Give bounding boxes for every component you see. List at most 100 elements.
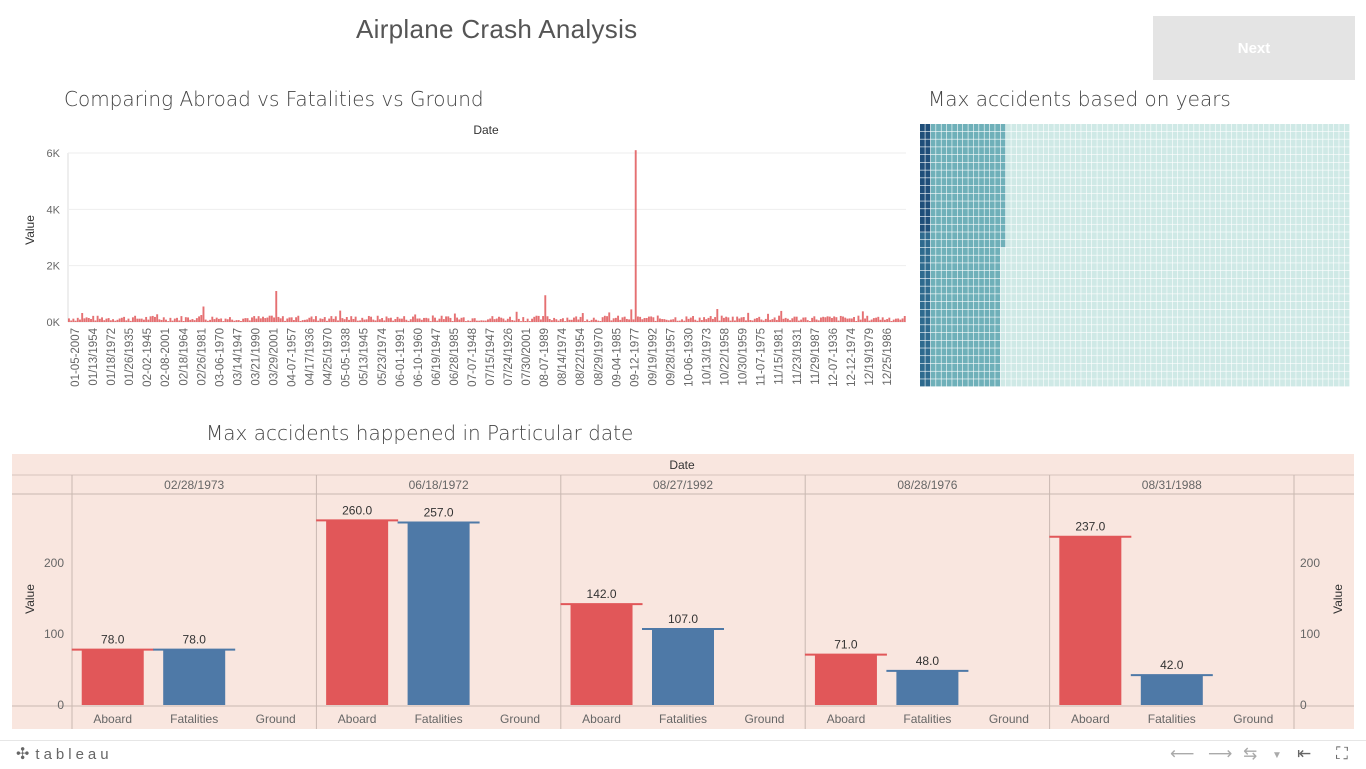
heatmap-cell[interactable] [1151, 154, 1156, 163]
timeline-bar[interactable] [539, 319, 542, 322]
heatmap-cell[interactable] [1038, 147, 1044, 155]
heatmap-cell[interactable] [1242, 247, 1248, 255]
heatmap-cell[interactable] [957, 193, 963, 201]
heatmap-cell[interactable] [1135, 193, 1140, 201]
heatmap-cell[interactable] [1151, 216, 1156, 224]
heatmap-cell[interactable] [1285, 325, 1291, 333]
heatmap-cell[interactable] [1167, 379, 1173, 387]
heatmap-cell[interactable] [1124, 270, 1130, 279]
heatmap-cell[interactable] [1296, 131, 1302, 139]
heatmap-cell[interactable] [1285, 301, 1291, 310]
timeline-bar[interactable] [176, 317, 178, 322]
heatmap-cell[interactable] [1081, 294, 1087, 302]
heatmap-cell[interactable] [1129, 363, 1135, 371]
heatmap-cell[interactable] [1258, 124, 1264, 132]
heatmap-cell[interactable] [1124, 340, 1130, 348]
heatmap-cell[interactable] [1086, 201, 1092, 209]
heatmap-cell[interactable] [973, 162, 979, 170]
heatmap-cell[interactable] [1237, 356, 1242, 364]
heatmap-cell[interactable] [1194, 193, 1199, 201]
heatmap-cell[interactable] [1178, 294, 1183, 302]
heatmap-cell[interactable] [1296, 379, 1302, 387]
heatmap-cell[interactable] [1075, 317, 1081, 325]
heatmap-cell[interactable] [1247, 332, 1253, 340]
heatmap-cell[interactable] [1081, 193, 1087, 201]
timeline-bar[interactable] [745, 320, 747, 322]
heatmap-cell[interactable] [1151, 332, 1156, 340]
heatmap-cell[interactable] [1307, 309, 1312, 317]
heatmap-cell[interactable] [1043, 193, 1049, 201]
heatmap-cell[interactable] [1113, 193, 1119, 201]
heatmap-cell[interactable] [1274, 178, 1280, 186]
timeline-bar[interactable] [524, 320, 527, 322]
heatmap-cell[interactable] [1054, 371, 1060, 379]
timeline-bar[interactable] [469, 320, 472, 322]
heatmap-cell[interactable] [1086, 332, 1092, 340]
heatmap-cell[interactable] [1065, 286, 1070, 294]
heatmap-cell[interactable] [1118, 247, 1124, 255]
heatmap-cell[interactable] [1011, 301, 1017, 310]
heatmap-cell[interactable] [1161, 340, 1167, 348]
heatmap-cell[interactable] [1022, 162, 1027, 170]
heatmap-cell[interactable] [1285, 278, 1291, 286]
heatmap-cell[interactable] [1231, 162, 1237, 170]
heatmap-cell[interactable] [1317, 185, 1323, 194]
heatmap-cell[interactable] [989, 278, 995, 286]
heatmap-cell[interactable] [1135, 240, 1140, 248]
heatmap-cell[interactable] [1156, 255, 1162, 263]
heatmap-cell[interactable] [1097, 294, 1103, 302]
timeline-bar[interactable] [464, 321, 467, 322]
heatmap-cell[interactable] [1032, 356, 1038, 364]
heatmap-cell[interactable] [1092, 185, 1097, 194]
heatmap-cell[interactable] [1070, 309, 1076, 317]
heatmap-cell[interactable] [1215, 379, 1221, 387]
heatmap-cell[interactable] [973, 325, 979, 333]
heatmap-cell[interactable] [1242, 139, 1248, 147]
heatmap-cell[interactable] [1269, 255, 1275, 263]
heatmap-cell[interactable] [1135, 332, 1140, 340]
heatmap-cell[interactable] [920, 340, 925, 348]
timeline-bar[interactable] [259, 318, 262, 322]
heatmap-cell[interactable] [1054, 147, 1060, 155]
heatmap-cell[interactable] [1339, 154, 1345, 163]
heatmap-cell[interactable] [1226, 379, 1232, 387]
heatmap-cell[interactable] [1274, 278, 1280, 286]
heatmap-cell[interactable] [1204, 131, 1210, 139]
heatmap-cell[interactable] [946, 178, 952, 186]
heatmap-cell[interactable] [1145, 139, 1151, 147]
heatmap-cell[interactable] [1328, 294, 1334, 302]
heatmap-cell[interactable] [1344, 301, 1350, 310]
timeline-bar[interactable] [515, 311, 518, 322]
heatmap-cell[interactable] [1226, 309, 1232, 317]
value-bar[interactable] [81, 649, 144, 705]
heatmap-cell[interactable] [1070, 131, 1076, 139]
timeline-bar[interactable] [160, 319, 163, 322]
heatmap-cell[interactable] [1000, 201, 1006, 209]
heatmap-cell[interactable] [1199, 371, 1205, 379]
heatmap-cell[interactable] [1070, 286, 1076, 294]
timeline-bar[interactable] [154, 316, 156, 322]
heatmap-cell[interactable] [1140, 147, 1146, 155]
heatmap-cell[interactable] [1016, 270, 1022, 279]
heatmap-cell[interactable] [1059, 294, 1065, 302]
heatmap-cell[interactable] [1328, 139, 1334, 147]
heatmap-cell[interactable] [973, 332, 979, 340]
heatmap-cell[interactable] [1210, 154, 1216, 163]
heatmap-cell[interactable] [1097, 162, 1103, 170]
heatmap-cell[interactable] [1102, 224, 1108, 232]
heatmap-cell[interactable] [1135, 124, 1140, 132]
heatmap-cell[interactable] [979, 178, 984, 186]
heatmap-cell[interactable] [1161, 371, 1167, 379]
heatmap-cell[interactable] [1215, 286, 1221, 294]
timeline-bar[interactable] [767, 313, 769, 322]
heatmap-cell[interactable] [1124, 131, 1130, 139]
heatmap-cell[interactable] [1097, 232, 1103, 240]
heatmap-cell[interactable] [1006, 232, 1011, 240]
heatmap-cell[interactable] [1285, 317, 1291, 325]
heatmap-cell[interactable] [989, 309, 995, 317]
heatmap-cell[interactable] [1226, 193, 1232, 201]
heatmap-cell[interactable] [1339, 185, 1345, 194]
heatmap-cell[interactable] [1070, 371, 1076, 379]
heatmap-cell[interactable] [1231, 209, 1237, 217]
heatmap-cell[interactable] [946, 154, 952, 163]
